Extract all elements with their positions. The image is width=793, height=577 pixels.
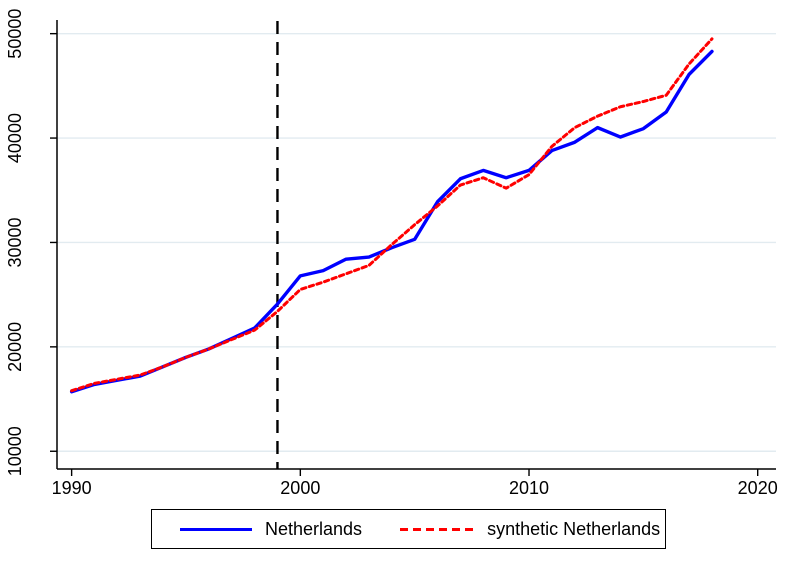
axes <box>56 20 776 470</box>
y-tick-label: 30000 <box>5 217 25 267</box>
tick-marks-and-labels: 10000 20000 30000 40000 50000 1990 2000 2010 202… <box>5 9 778 498</box>
gridlines <box>57 32 776 452</box>
legend-label-netherlands: Netherlands <box>265 518 363 539</box>
y-tick-label: 50000 <box>5 9 25 59</box>
y-tick-label: 10000 <box>5 426 25 476</box>
x-tick-label: 2010 <box>509 478 549 498</box>
synthetic-netherlands-line-sample-icon <box>400 527 475 531</box>
x-tick-label: 2000 <box>280 478 320 498</box>
series-line-netherlands <box>69 49 714 394</box>
x-tick-label: 2020 <box>738 478 778 498</box>
y-tick-label: 20000 <box>5 322 25 372</box>
netherlands-line-sample-icon <box>180 527 252 531</box>
series-line-synthetic-netherlands <box>70 37 714 393</box>
legend: Netherlands synthetic Netherlands <box>151 509 666 549</box>
series-lines <box>69 37 714 394</box>
legend-label-synthetic-netherlands: synthetic Netherlands <box>487 518 661 539</box>
x-tick-label: 1990 <box>52 478 92 498</box>
y-tick-label: 40000 <box>5 113 25 163</box>
